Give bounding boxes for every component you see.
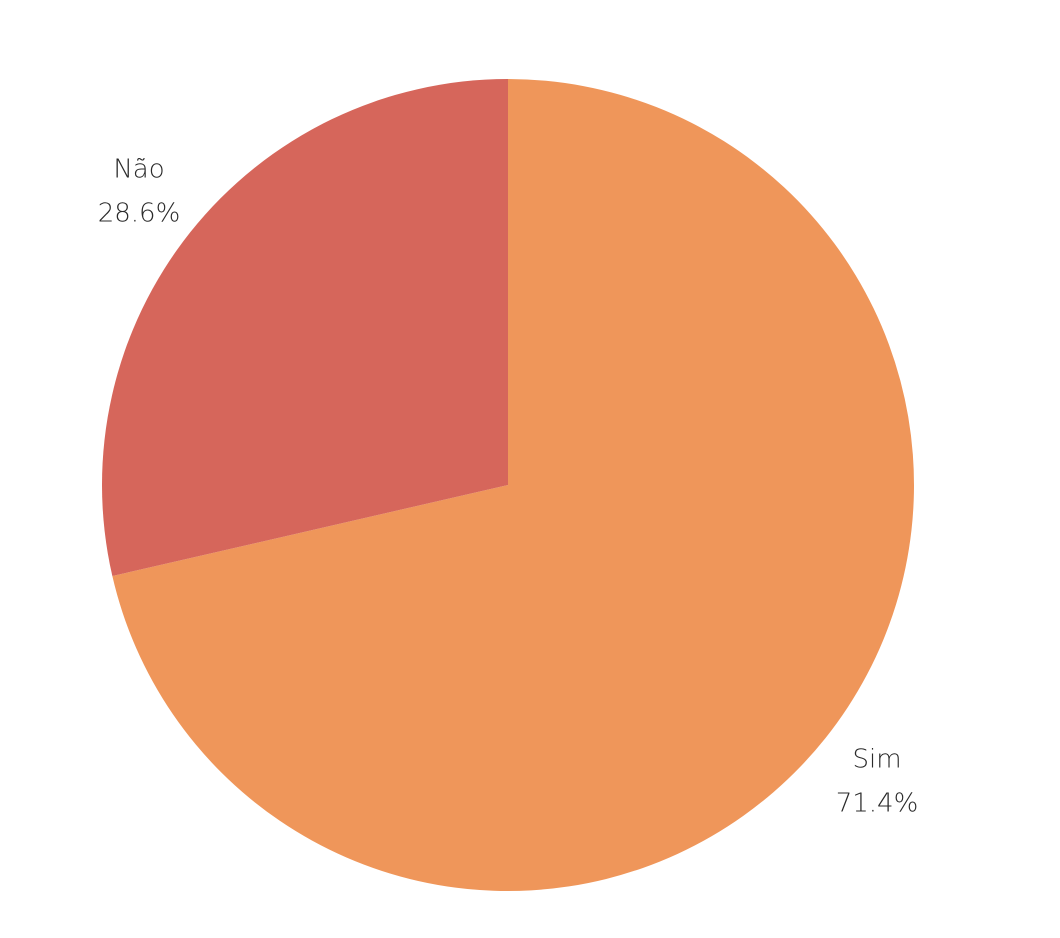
slice-label-percent: 71.4% xyxy=(836,789,919,819)
pie-slices xyxy=(101,79,914,891)
slice-label-percent: 28.6% xyxy=(98,199,181,229)
pie-slice-sim xyxy=(112,79,914,891)
slice-label-name: Não xyxy=(113,155,164,185)
pie-labels: Sim 71.4% Não 28.6% xyxy=(98,155,919,819)
slice-label-name: Sim xyxy=(852,745,901,775)
pie-slice-nao xyxy=(101,79,509,577)
